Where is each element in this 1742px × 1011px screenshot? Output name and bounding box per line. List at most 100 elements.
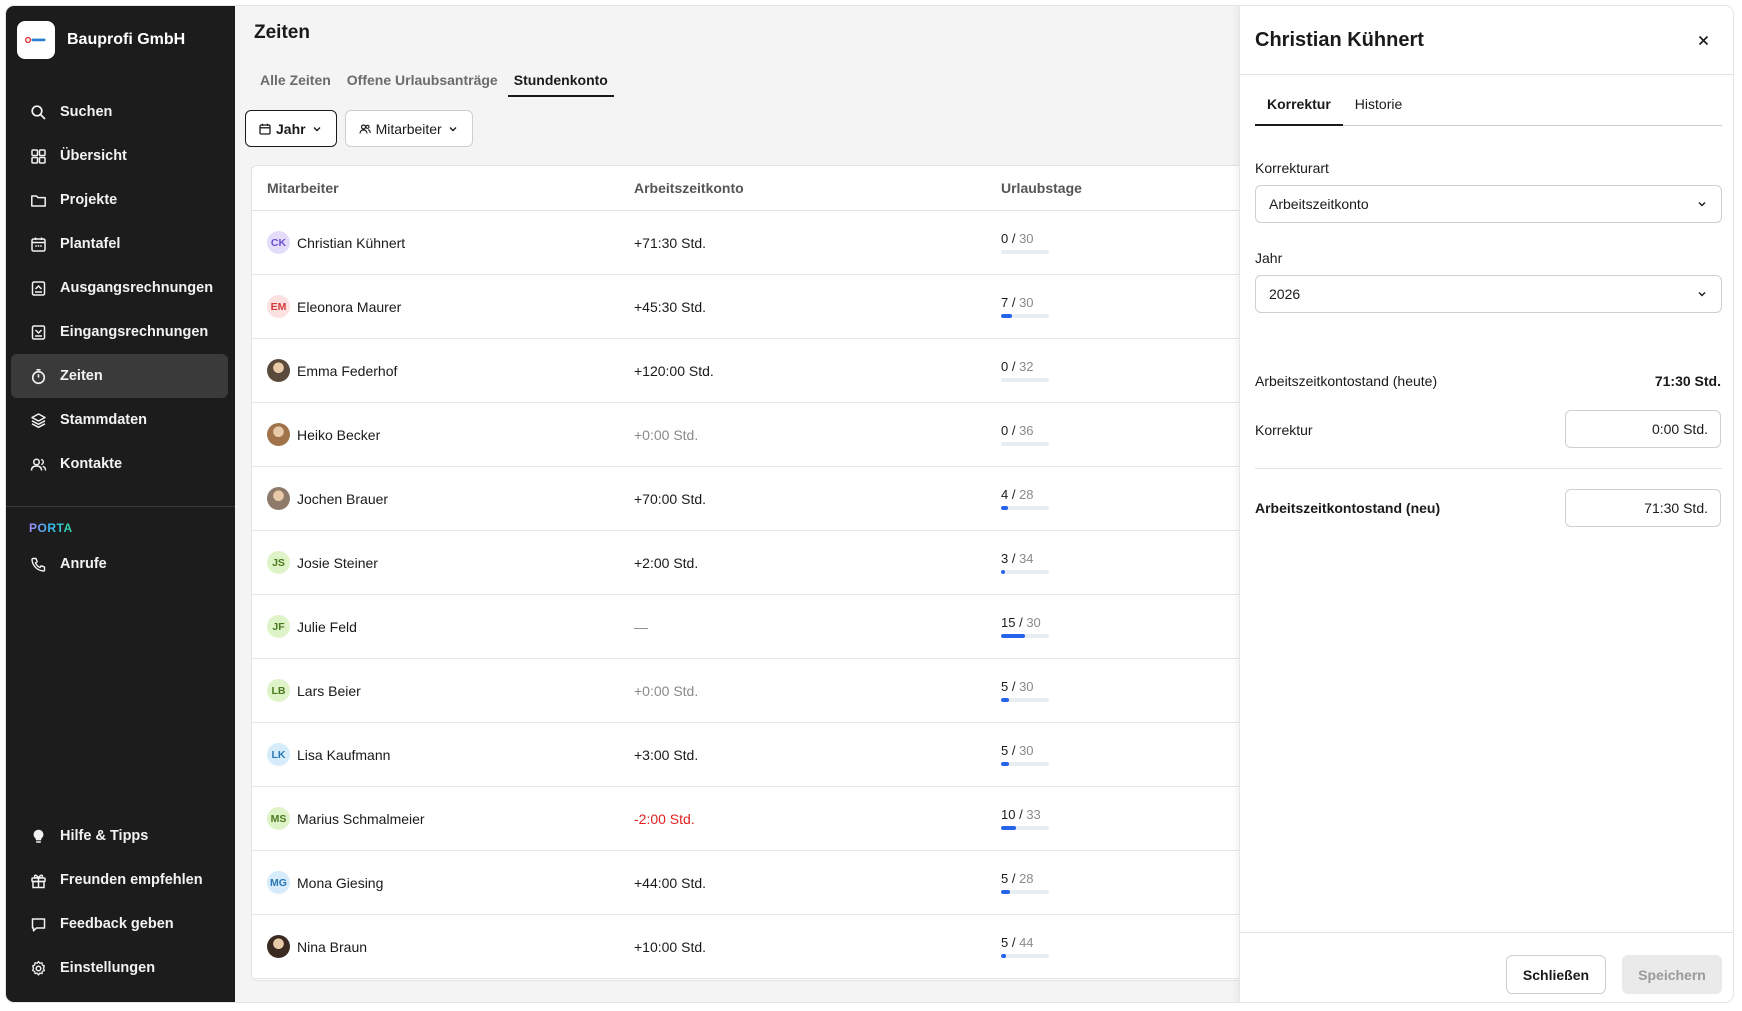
sidebar-item-zeiten[interactable]: Zeiten — [11, 354, 228, 398]
vacation-days: 0 / 32 — [1001, 359, 1250, 374]
save-button[interactable]: Speichern — [1622, 955, 1722, 994]
table-row[interactable]: MG Mona Giesing +44:00 Std. 5 / 28 — [252, 851, 1250, 915]
close-button[interactable]: Schließen — [1506, 955, 1606, 994]
vacation-progress-fill — [1001, 570, 1006, 574]
sidebar-item-projekte[interactable]: Projekte — [11, 178, 228, 222]
table-row[interactable]: JF Julie Feld — 15 / 30 — [252, 595, 1250, 659]
sidebar-item-hilfe-tipps[interactable]: Hilfe & Tipps — [11, 814, 228, 858]
app-window: Bauprofi GmbH Suchen Übersicht Projekte Pla… — [6, 6, 1733, 1002]
vacation-progress-fill — [1001, 634, 1025, 638]
vacation-progress-bar — [1001, 954, 1049, 958]
vacation-progress-fill — [1001, 954, 1007, 958]
sidebar-item-uebersicht[interactable]: Übersicht — [11, 134, 228, 178]
sidebar-item-stammdaten[interactable]: Stammdaten — [11, 398, 228, 442]
sidebar-item-ausgangsrechnungen[interactable]: Ausgangsrechnungen — [11, 266, 228, 310]
vacation-cell: 15 / 30 — [986, 615, 1250, 638]
vacation-progress-bar — [1001, 250, 1049, 254]
sidebar-item-plantafel[interactable]: Plantafel — [11, 222, 228, 266]
tab-historie[interactable]: Historie — [1354, 96, 1403, 112]
employee-filter-button[interactable]: Mitarbeiter — [344, 110, 473, 147]
sidebar-item-label: Feedback geben — [60, 916, 174, 932]
correction-type-select[interactable]: Arbeitszeitkonto — [1255, 185, 1722, 223]
sidebar-item-freunden-empfehlen[interactable]: Freunden empfehlen — [11, 858, 228, 902]
vacation-days: 10 / 33 — [1001, 807, 1250, 822]
avatar: LK — [267, 743, 290, 766]
sidebar-item-suchen[interactable]: Suchen — [11, 90, 228, 134]
table-row[interactable]: Heiko Becker +0:00 Std. 0 / 36 — [252, 403, 1250, 467]
close-icon[interactable] — [1695, 32, 1711, 48]
vacation-progress-fill — [1001, 826, 1016, 830]
sidebar-item-label: Anrufe — [60, 556, 107, 572]
balance-new-label: Arbeitszeitkontostand (neu) — [1255, 500, 1441, 516]
vacation-total: 36 — [1019, 423, 1034, 438]
employee-name: Emma Federhof — [297, 362, 398, 379]
tab-alle-zeiten[interactable]: Alle Zeiten — [260, 72, 331, 88]
table-row[interactable]: MS Marius Schmalmeier -2:00 Std. 10 / 33 — [252, 787, 1250, 851]
hours-account-table: Mitarbeiter Arbeitszeitkonto Urlaubstage… — [251, 165, 1251, 981]
employee-cell: LB Lars Beier — [252, 679, 619, 702]
tab-stundenkonto[interactable]: Stundenkonto — [507, 72, 614, 97]
vacation-progress-bar — [1001, 762, 1049, 766]
vacation-separator: / — [1008, 679, 1020, 694]
employee-name: Jochen Brauer — [297, 490, 389, 507]
vacation-progress-bar — [1001, 570, 1049, 574]
invoice-out-icon — [31, 280, 46, 296]
tab-korrektur[interactable]: Korrektur — [1255, 96, 1343, 126]
column-header-employee[interactable]: Mitarbeiter — [267, 180, 339, 196]
page-title: Zeiten — [254, 22, 310, 43]
employee-name: Marius Schmalmeier — [297, 810, 425, 827]
sidebar-item-feedback-geben[interactable]: Feedback geben — [11, 902, 228, 946]
table-row[interactable]: EM Eleonora Maurer +45:30 Std. 7 / 30 — [252, 275, 1250, 339]
vacation-days: 7 / 30 — [1001, 295, 1250, 310]
table-row[interactable]: LB Lars Beier +0:00 Std. 5 / 30 — [252, 659, 1250, 723]
vacation-used: 5 — [1001, 935, 1009, 950]
table-row[interactable]: Nina Braun +10:00 Std. 5 / 44 — [252, 915, 1250, 979]
company-switcher[interactable]: Bauprofi GmbH — [17, 21, 185, 59]
vacation-cell: 5 / 28 — [986, 871, 1250, 894]
sidebar-item-einstellungen[interactable]: Einstellungen — [11, 946, 228, 990]
account-balance: +0:00 Std. — [634, 682, 699, 699]
column-header-vacation[interactable]: Urlaubstage — [1001, 180, 1082, 196]
table-row[interactable]: LK Lisa Kaufmann +3:00 Std. 5 / 30 — [252, 723, 1250, 787]
vacation-total: 28 — [1019, 487, 1034, 502]
year-filter-button[interactable]: Jahr — [245, 110, 337, 147]
sidebar-item-eingangsrechnungen[interactable]: Eingangsrechnungen — [11, 310, 228, 354]
vacation-separator: / — [1008, 231, 1020, 246]
vacation-progress-bar — [1001, 506, 1049, 510]
sidebar: Bauprofi GmbH Suchen Übersicht Projekte Pla… — [6, 6, 235, 1002]
panel-footer: Schließen Speichern — [1240, 932, 1733, 1002]
employee-cell: CK Christian Kühnert — [252, 231, 619, 254]
vacation-total: 33 — [1026, 807, 1041, 822]
vacation-cell: 7 / 30 — [986, 295, 1250, 318]
main-content: Zeiten Alle Zeiten Offene Urlaubsanträge… — [235, 6, 1733, 1002]
account-balance: +70:00 Std. — [634, 490, 707, 507]
table-row[interactable]: CK Christian Kühnert +71:30 Std. 0 / 30 — [252, 211, 1250, 275]
table-row[interactable]: Jochen Brauer +70:00 Std. 4 / 28 — [252, 467, 1250, 531]
vacation-cell: 5 / 30 — [986, 743, 1250, 766]
sidebar-item-label: Zeiten — [60, 368, 103, 384]
employee-cell: Heiko Becker — [252, 423, 619, 446]
table-header: Mitarbeiter Arbeitszeitkonto Urlaubstage — [252, 166, 1250, 211]
vacation-total: 44 — [1019, 935, 1034, 950]
vacation-separator: / — [1015, 807, 1027, 822]
sidebar-item-anrufe[interactable]: Anrufe — [11, 542, 228, 586]
year-select[interactable]: 2026 — [1255, 275, 1722, 313]
employee-name: Julie Feld — [297, 618, 357, 635]
tab-offene-urlaubsantraege[interactable]: Offene Urlaubsanträge — [346, 72, 498, 88]
correction-input[interactable]: 0:00 Std. — [1565, 410, 1721, 448]
balance-new-field[interactable]: 71:30 Std. — [1565, 489, 1721, 527]
column-header-account[interactable]: Arbeitszeitkonto — [634, 180, 744, 196]
table-row[interactable]: Emma Federhof +120:00 Std. 0 / 32 — [252, 339, 1250, 403]
avatar: EM — [267, 295, 290, 318]
table-row[interactable]: JS Josie Steiner +2:00 Std. 3 / 34 — [252, 531, 1250, 595]
employee-filter-label: Mitarbeiter — [375, 120, 442, 137]
vacation-separator: / — [1008, 359, 1020, 374]
avatar: JF — [267, 615, 290, 638]
sidebar-item-kontakte[interactable]: Kontakte — [11, 442, 228, 486]
vacation-cell: 10 / 33 — [986, 807, 1250, 830]
vacation-days: 4 / 28 — [1001, 487, 1250, 502]
correction-type-value: Arbeitszeitkonto — [1269, 196, 1369, 212]
employee-name: Josie Steiner — [297, 554, 378, 571]
sidebar-item-label: Hilfe & Tipps — [60, 828, 149, 844]
vacation-separator: / — [1008, 551, 1020, 566]
